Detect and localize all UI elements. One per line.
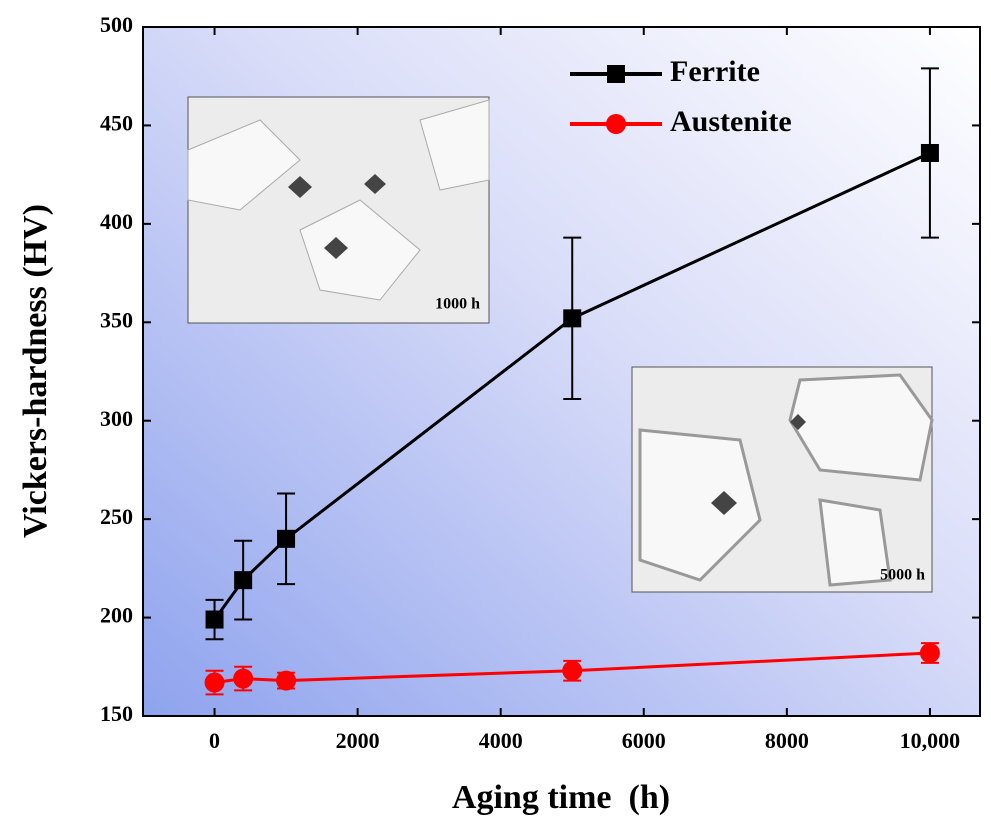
data-point [277, 529, 296, 548]
data-point [919, 643, 940, 664]
x-tick-label: 6000 [622, 728, 666, 753]
y-tick-label: 300 [100, 406, 133, 431]
legend-label: Ferrite [670, 55, 760, 88]
y-tick-label: 250 [100, 504, 133, 529]
x-tick-label: 8000 [765, 728, 809, 753]
y-axis-title: Vickers-hardness (HV) [17, 204, 54, 538]
data-point [276, 670, 297, 691]
y-tick-label: 450 [100, 110, 133, 135]
y-tick-label: 150 [100, 701, 133, 726]
x-tick-label: 0 [209, 728, 220, 753]
y-tick-label: 200 [100, 603, 133, 628]
data-point [205, 610, 224, 629]
legend-label: Austenite [670, 105, 792, 138]
inset-label: 1000 h [435, 296, 480, 313]
legend-marker [606, 114, 626, 134]
data-point [233, 668, 254, 689]
inset-label: 5000 h [880, 567, 925, 584]
data-point [920, 143, 939, 162]
data-point [563, 309, 582, 328]
y-tick-label: 350 [100, 307, 133, 332]
x-tick-label: 4000 [479, 728, 523, 753]
data-point [204, 672, 225, 693]
plot-frame [142, 26, 981, 717]
x-tick-label: 10,000 [900, 728, 961, 753]
data-point [562, 660, 583, 681]
x-tick-label: 2000 [336, 728, 380, 753]
inset-5000h: 5000 h [631, 366, 934, 593]
y-tick-label: 500 [100, 12, 133, 37]
data-point [234, 571, 253, 590]
legend-marker [607, 65, 625, 83]
inset-1000h: 1000 h [187, 96, 490, 324]
x-axis-title: Aging time (h) [452, 779, 670, 816]
y-tick-label: 400 [100, 209, 133, 234]
